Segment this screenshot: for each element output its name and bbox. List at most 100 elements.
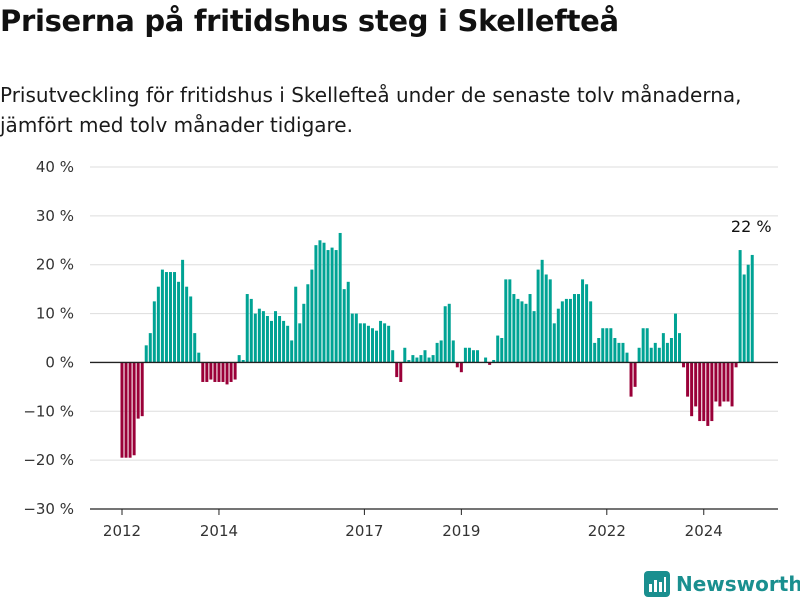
x-tick-label: 2022 — [588, 522, 626, 540]
bar-negative — [734, 362, 738, 368]
bar-positive — [346, 281, 350, 363]
bar-positive — [407, 359, 411, 363]
bar-negative — [702, 362, 706, 422]
bar-negative — [710, 362, 714, 422]
bar-positive — [577, 294, 581, 363]
bar-positive — [173, 272, 177, 363]
newsworthy-logo-icon — [644, 571, 670, 597]
bar-positive — [310, 269, 314, 363]
bar-negative — [459, 362, 463, 373]
bar-negative — [730, 362, 734, 407]
bar-negative — [229, 362, 233, 382]
bar-positive — [257, 308, 261, 363]
bar-negative — [140, 362, 144, 417]
bar-positive — [504, 279, 508, 363]
bar-positive — [746, 264, 750, 363]
bar-positive — [597, 338, 601, 363]
bar-positive — [156, 286, 160, 363]
bar-negative — [694, 362, 698, 407]
bar-positive — [447, 303, 451, 363]
bar-positive — [261, 311, 265, 363]
bar-positive — [278, 316, 282, 363]
bar-negative — [682, 362, 686, 368]
bar-positive — [528, 294, 532, 363]
bar-positive — [536, 269, 540, 363]
bar-positive — [605, 328, 609, 363]
bar-positive — [362, 323, 366, 363]
bar-negative — [128, 362, 132, 458]
x-tick-label: 2012 — [103, 522, 141, 540]
bar-positive — [269, 320, 273, 363]
bar-negative — [132, 362, 136, 456]
bar-negative — [136, 362, 140, 419]
bar-negative — [213, 362, 217, 382]
bar-positive — [678, 333, 682, 363]
x-tick-label: 2024 — [685, 522, 723, 540]
bar-positive — [148, 333, 152, 363]
bar-positive — [326, 250, 330, 363]
newsworthy-logo[interactable]: Newsworthy — [644, 568, 800, 600]
bar-positive — [593, 342, 597, 363]
bar-positive — [366, 325, 370, 363]
x-tick-label: 2019 — [442, 522, 480, 540]
bar-negative — [488, 362, 492, 365]
bar-positive — [290, 340, 294, 363]
bar-positive — [197, 352, 201, 363]
bar-positive — [189, 296, 193, 363]
bar-positive — [471, 350, 475, 363]
bar-positive — [544, 274, 548, 363]
bar-positive — [431, 355, 435, 363]
bar-negative — [698, 362, 702, 422]
bar-positive — [185, 286, 189, 363]
bar-negative — [706, 362, 710, 426]
bar-negative — [455, 362, 459, 368]
bar-positive — [738, 250, 742, 363]
bar-negative — [221, 362, 225, 382]
bar-positive — [144, 345, 148, 363]
bar-positive — [294, 286, 298, 363]
x-tick-label: 2017 — [345, 522, 383, 540]
y-tick-label: 0 % — [45, 353, 74, 371]
bar-negative — [217, 362, 221, 382]
brand-name: Newsworthy — [676, 572, 800, 596]
bar-negative — [690, 362, 694, 417]
bar-positive — [524, 303, 528, 363]
bar-positive — [512, 294, 516, 363]
bar-positive — [601, 328, 605, 363]
x-tick-label: 2014 — [200, 522, 238, 540]
bar-positive — [617, 342, 621, 363]
bar-positive — [318, 240, 322, 363]
bar-positive — [645, 328, 649, 363]
last-value-annotation: 22 % — [731, 217, 772, 236]
bar-negative — [233, 362, 237, 380]
bar-positive — [237, 355, 241, 363]
bar-positive — [568, 298, 572, 363]
bar-positive — [463, 347, 467, 363]
bar-positive — [387, 325, 391, 363]
bar-positive — [492, 359, 496, 363]
tick-labels: 40 % 30 % 20 % 10 % 0 % −10 % −20 % −30 % 2012 20… — [23, 158, 771, 540]
bar-negative — [205, 362, 209, 382]
y-tick-label: 40 % — [36, 158, 74, 176]
bar-positive — [625, 352, 629, 363]
bar-positive — [621, 342, 625, 363]
bar-positive — [496, 335, 500, 363]
bar-positive — [419, 355, 423, 363]
bar-positive — [572, 294, 576, 363]
bar-positive — [375, 330, 379, 363]
bar-positive — [302, 303, 306, 363]
bar-positive — [467, 347, 471, 363]
grid-lines — [90, 166, 778, 510]
bar-positive — [585, 284, 589, 363]
bar-negative — [225, 362, 229, 385]
y-tick-label: −30 % — [23, 500, 74, 518]
bar-negative — [209, 362, 213, 380]
bar-positive — [532, 311, 536, 363]
bars — [120, 232, 754, 458]
bar-positive — [164, 272, 168, 363]
bar-positive — [649, 347, 653, 363]
bar-positive — [177, 281, 181, 363]
chart-title: Priserna på fritidshus steg i Skellefteå — [0, 4, 619, 38]
bar-positive — [334, 250, 338, 363]
